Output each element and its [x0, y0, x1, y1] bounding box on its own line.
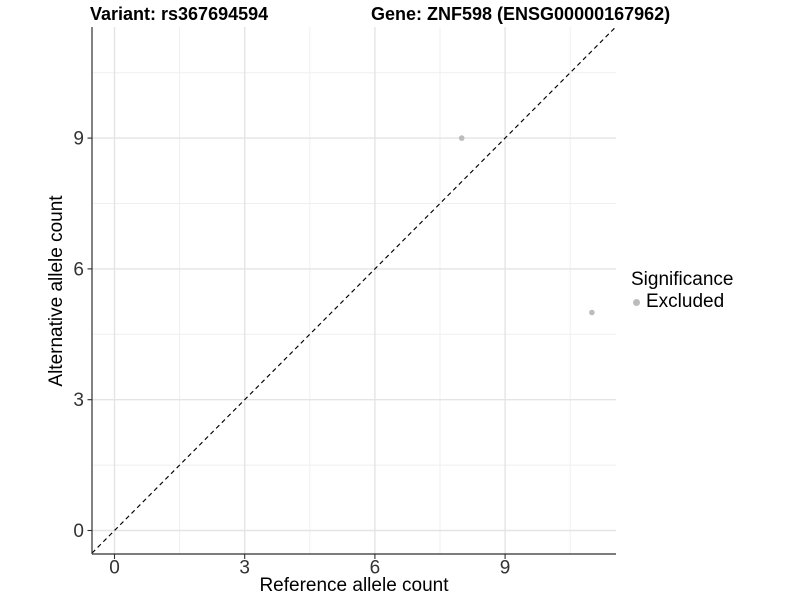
data-point [589, 309, 595, 316]
excluded-point-icon [633, 298, 640, 306]
x-tick-label: 3 [239, 558, 250, 579]
grid-minor [92, 27, 616, 554]
x-tick-label: 9 [500, 558, 511, 579]
x-tick-label: 6 [370, 558, 381, 579]
y-tick-label: 0 [73, 521, 84, 542]
legend-title: Significance [631, 269, 734, 290]
grid-major [92, 27, 616, 554]
data-points [458, 135, 595, 316]
plot-title-gene: Gene: ZNF598 (ENSG00000167962) [371, 4, 671, 24]
legend: Significance Excluded [631, 270, 733, 312]
plot-title-variant: Variant: rs367694594 [90, 4, 269, 24]
data-point [458, 135, 465, 141]
identity-line [91, 26, 617, 554]
y-tick-label: 9 [73, 129, 84, 150]
y-tick-label: 3 [73, 390, 84, 411]
y-axis-title: Alternative allele count [46, 195, 67, 387]
x-axis-title: Reference allele count [259, 575, 449, 596]
tick-labels: 0 3 6 9 0 3 6 9 [73, 129, 510, 579]
legend-item-excluded: Excluded [633, 292, 733, 312]
legend-item-label: Excluded [646, 291, 725, 312]
y-tick-label: 6 [73, 259, 84, 280]
axis-ticks [87, 137, 506, 559]
x-tick-label: 0 [109, 558, 120, 579]
